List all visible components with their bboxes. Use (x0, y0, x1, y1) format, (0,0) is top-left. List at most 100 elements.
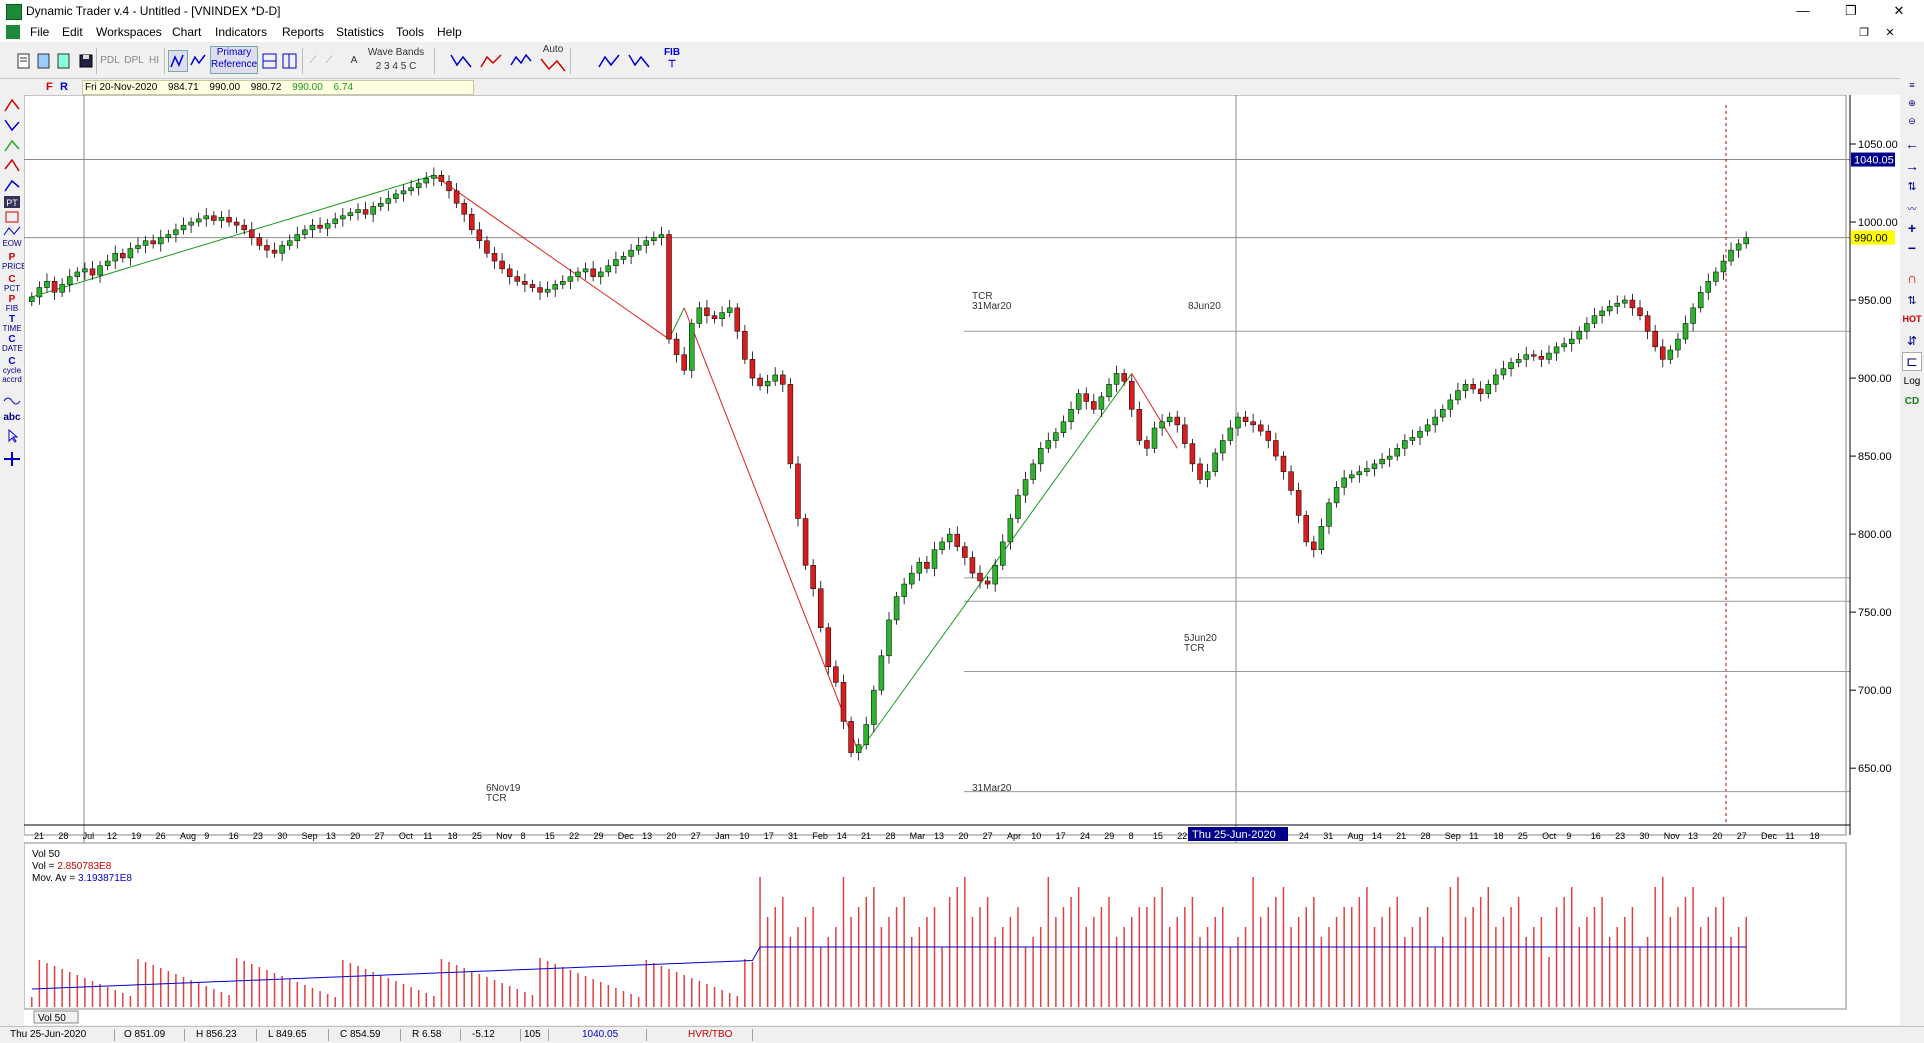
minus-icon[interactable]: − (1907, 240, 1917, 256)
wave-cycle-icon[interactable] (2, 395, 22, 407)
chart-line-icon[interactable]: 〰 (1907, 204, 1917, 214)
pointer-icon[interactable] (2, 97, 22, 115)
save-icon[interactable] (76, 50, 96, 72)
pdl-button[interactable]: PDL (100, 55, 120, 66)
pattern-down-icon[interactable] (626, 50, 652, 72)
f-button[interactable]: F (46, 81, 53, 93)
r-button[interactable]: R (60, 81, 68, 93)
magnet-icon[interactable]: ∩ (1906, 270, 1918, 286)
wave-band-numbers[interactable]: 2 3 4 5 C (375, 61, 417, 72)
candle-body (195, 218, 202, 223)
auto-wave-button[interactable]: Auto (538, 44, 568, 76)
menu-chart[interactable]: Chart (172, 25, 202, 39)
fit-icon[interactable]: ⇵ (1906, 334, 1918, 348)
wave-icon[interactable] (188, 50, 208, 72)
child-close-button[interactable]: ✕ (1885, 27, 1895, 39)
volume-tab[interactable]: Vol 50 (38, 1013, 66, 1024)
open-icon[interactable] (34, 50, 54, 72)
zigzag-blue-icon[interactable] (508, 50, 534, 72)
document-icon[interactable] (6, 25, 20, 39)
abc-tool[interactable]: abc (3, 412, 21, 423)
x-tick-label: 28 (1420, 831, 1430, 841)
jun5-label: 5Jun20 (1184, 633, 1217, 644)
close-button[interactable]: ✕ (1893, 3, 1905, 18)
properties-icon[interactable] (54, 50, 74, 72)
auto-label: Auto (542, 44, 564, 55)
price-tool[interactable]: P PRICE (2, 252, 27, 272)
zoom-in-icon[interactable]: ⊕ (1908, 98, 1916, 108)
hot-button[interactable]: HOT (1902, 314, 1922, 324)
pattern-up-icon[interactable] (596, 50, 622, 72)
menu-tools[interactable]: Tools (396, 25, 425, 39)
candle-body (969, 557, 976, 574)
y-axis: 650.00 700.00 750.00 800.00 850.00 900.00 950.… (1849, 95, 1898, 835)
fib-button[interactable]: FIB ⊤ (660, 46, 684, 74)
candle-body (1075, 393, 1082, 410)
box-icon[interactable] (2, 211, 22, 225)
menu-lines-icon[interactable]: ≡ (1909, 80, 1915, 90)
menu-edit[interactable]: Edit (62, 25, 83, 39)
projection-icon[interactable] (2, 177, 22, 195)
menu-workspaces[interactable]: Workspaces (96, 25, 162, 39)
arrow-left-icon[interactable]: ← (1905, 136, 1919, 152)
fib-ratio-icon[interactable] (2, 117, 22, 135)
y-tick-label: 650.00 (1858, 763, 1892, 775)
bars-icon[interactable]: ⇅ (1907, 295, 1917, 307)
cursor-icon[interactable] (2, 428, 22, 445)
hi-button[interactable]: HI (149, 55, 159, 66)
time-tool[interactable]: T TIME (2, 314, 22, 334)
x-tick-label: 16 (1591, 831, 1601, 841)
info-change: 6.74 (333, 82, 354, 93)
pct-tool[interactable]: C PCT (4, 274, 20, 294)
x-tick-label: Apr (1007, 831, 1021, 841)
wave-1-icon[interactable]: ⟋ (309, 55, 317, 66)
compress-icon[interactable]: ⇅ (1907, 181, 1917, 193)
chart-area[interactable]: 650.00 700.00 750.00 800.00 850.00 900.00 950.… (23, 94, 1900, 1025)
new-icon[interactable] (14, 50, 34, 72)
log-button[interactable]: Log (1903, 376, 1921, 387)
menu-help[interactable]: Help (437, 25, 462, 39)
crosshair-icon[interactable] (2, 451, 22, 469)
zigzag-red-icon[interactable] (478, 50, 504, 72)
abc-wave-icon[interactable] (448, 50, 474, 72)
eow-tool[interactable]: EOW (2, 225, 22, 248)
zoom-out-icon[interactable]: ⊖ (1908, 116, 1916, 126)
x-tick-label: Sep (302, 831, 318, 841)
menu-statistics[interactable]: Statistics (336, 25, 385, 39)
plus-icon[interactable]: + (1907, 220, 1917, 236)
retrace-icon[interactable] (2, 137, 22, 155)
primary-reference-toggle[interactable]: Primary Reference (210, 46, 258, 74)
layout-horizontal-icon[interactable] (260, 50, 280, 72)
cd-button[interactable]: CD (1904, 396, 1920, 407)
wave-a-button[interactable]: A (350, 55, 358, 66)
status-open: O 851.09 (120, 1029, 185, 1041)
minimize-button[interactable]: — (1796, 3, 1810, 18)
menu-file[interactable]: File (30, 25, 50, 39)
menu-reports[interactable]: Reports (282, 25, 325, 39)
candle-body (1128, 380, 1135, 410)
wave-m-icon[interactable] (168, 50, 188, 72)
price-panel (23, 94, 1847, 836)
candle-body (461, 203, 467, 215)
extension-icon[interactable] (2, 157, 22, 175)
wave-2-icon[interactable]: ⟋ (325, 55, 333, 66)
info-high: 990.00 (209, 82, 241, 93)
x-tick-label: 28 (58, 831, 68, 841)
layout-vertical-icon[interactable] (280, 50, 300, 72)
primary-label: Primary (216, 47, 252, 58)
fib-price-tool[interactable]: P FIB (2, 295, 22, 314)
restore-button[interactable]: ❐ (1845, 3, 1857, 18)
menu-indicators[interactable]: Indicators (215, 25, 268, 39)
pt-icon[interactable]: PT (2, 195, 22, 211)
expand-icon[interactable]: ⊏ (1902, 352, 1922, 371)
candle-body (1591, 315, 1598, 324)
dpl-button[interactable]: DPL (124, 55, 144, 66)
child-restore-button[interactable]: ❐ (1859, 27, 1869, 39)
price-chart[interactable]: 650.00 700.00 750.00 800.00 850.00 900.00 950.… (23, 94, 1900, 1025)
arrow-right-icon[interactable]: → (1905, 158, 1919, 174)
date-tool[interactable]: C DATE (2, 334, 23, 354)
candle-body (226, 217, 232, 223)
candle-body (484, 240, 490, 254)
